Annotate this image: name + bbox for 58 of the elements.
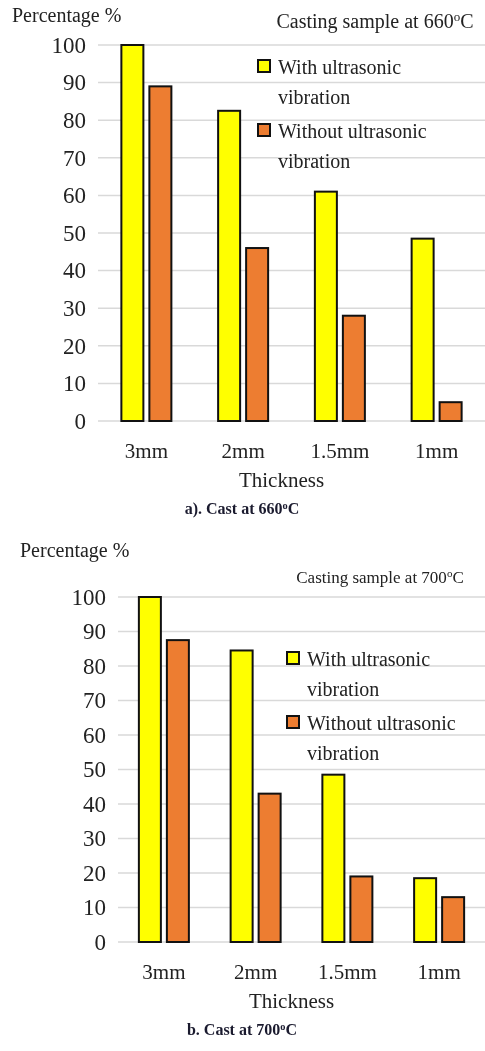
y-axis-title: Percentage % bbox=[12, 4, 122, 27]
y-tick-label: 50 bbox=[63, 220, 86, 246]
legend-label: With ultrasonic vibration bbox=[307, 648, 431, 700]
text: b. Cast at 700$^{o}$C bbox=[186, 1020, 298, 1038]
y-tick-label: 0 bbox=[94, 929, 106, 955]
x-tick-label: 3mm bbox=[124, 438, 168, 463]
bar bbox=[229, 649, 254, 943]
legend-label: Without ultrasonic vibration bbox=[307, 712, 456, 764]
bar bbox=[165, 639, 190, 943]
bar bbox=[413, 877, 438, 943]
y-tick-label: 100 bbox=[51, 32, 86, 58]
bar bbox=[313, 190, 338, 422]
chart-title: Casting sample at 700$^{o}$C bbox=[296, 567, 464, 587]
bar bbox=[349, 875, 374, 943]
y-tick-label: 20 bbox=[63, 333, 86, 359]
bar bbox=[438, 401, 463, 422]
y-tick-label: 80 bbox=[83, 653, 106, 679]
x-tick-label: 1.5mm bbox=[310, 438, 370, 463]
y-tick-label: 40 bbox=[63, 258, 86, 284]
y-tick-label: 70 bbox=[83, 688, 106, 714]
bar bbox=[120, 44, 145, 422]
y-tick-label: 20 bbox=[83, 860, 106, 886]
bar bbox=[245, 247, 270, 422]
y-tick-label: 70 bbox=[63, 145, 86, 171]
text: a). Cast at 660$^{o}$C bbox=[184, 499, 300, 518]
y-tick-label: 10 bbox=[83, 895, 106, 921]
y-tick-label: 60 bbox=[83, 722, 106, 748]
y-tick-label: 90 bbox=[83, 619, 106, 645]
y-tick-label: 90 bbox=[63, 70, 86, 96]
y-tick-label: 40 bbox=[83, 791, 106, 817]
bar bbox=[148, 85, 173, 422]
y-tick-label: 30 bbox=[83, 826, 106, 852]
x-tick-label: 2mm bbox=[221, 438, 265, 463]
bar bbox=[217, 109, 242, 422]
y-tick-label: 50 bbox=[83, 757, 106, 783]
x-tick-label: 2mm bbox=[234, 959, 278, 984]
bar bbox=[341, 314, 366, 422]
bar bbox=[321, 773, 346, 943]
bar bbox=[441, 896, 466, 943]
x-tick-label: 1mm bbox=[415, 438, 459, 463]
bar bbox=[137, 596, 162, 943]
y-axis-title: Percentage % bbox=[20, 539, 130, 562]
y-tick-label: 100 bbox=[71, 584, 106, 610]
x-tick-label: 1mm bbox=[417, 959, 461, 984]
x-tick-label: 3mm bbox=[142, 959, 186, 984]
y-tick-label: 30 bbox=[63, 296, 86, 322]
x-tick-label: 1.5mm bbox=[317, 959, 377, 984]
bar bbox=[257, 792, 282, 943]
y-tick-label: 60 bbox=[63, 183, 86, 209]
bar bbox=[410, 237, 435, 422]
x-axis-title: Thickness bbox=[238, 468, 325, 492]
y-tick-label: 10 bbox=[63, 371, 86, 397]
chart-title: Casting sample at 660$^{o}$C bbox=[276, 8, 474, 33]
legend-label: Without ultrasonic vibration bbox=[278, 120, 427, 172]
legend-label: With ultrasonic vibration bbox=[278, 56, 402, 108]
y-tick-label: 80 bbox=[63, 108, 86, 134]
y-tick-label: 0 bbox=[74, 408, 86, 434]
x-axis-title: Thickness bbox=[248, 989, 335, 1013]
